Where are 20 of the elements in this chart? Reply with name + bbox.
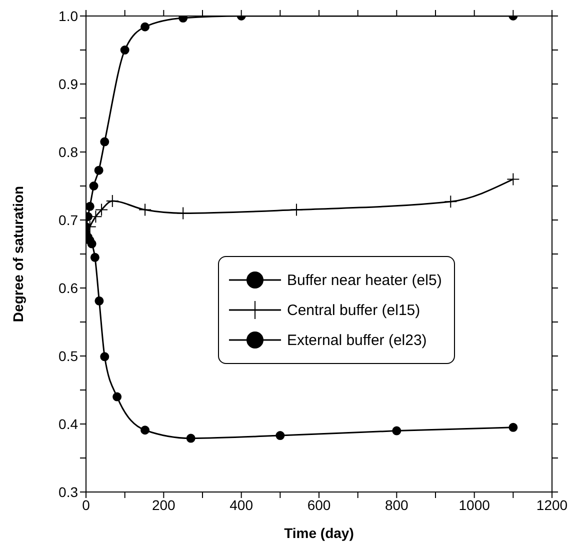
y-tick-label: 1.0 xyxy=(58,8,78,24)
x-tick-label: 800 xyxy=(384,496,409,513)
x-tick-label: 400 xyxy=(230,496,254,513)
y-tick-label: 0.6 xyxy=(58,280,78,296)
y-tick-label: 0.3 xyxy=(58,484,78,500)
x-tick-label: 600 xyxy=(307,496,331,513)
x-tick-label: 200 xyxy=(152,496,176,513)
legend-label: Buffer near heater (el5) xyxy=(287,272,442,288)
y-tick-label: 0.9 xyxy=(58,76,78,92)
x-tick-label: 1000 xyxy=(458,496,490,513)
y-tick-label: 0.4 xyxy=(58,416,78,432)
y-tick-label: 0.8 xyxy=(58,144,78,160)
y-tick-label: 0.7 xyxy=(58,212,78,228)
y-tick-label: 0.5 xyxy=(58,348,78,364)
x-tick-label: 1200 xyxy=(536,496,568,513)
x-axis-title: Time (day) xyxy=(284,525,354,541)
y-axis-title: Degree of saturation xyxy=(10,186,26,322)
legend-label: External buffer (el23) xyxy=(287,332,427,348)
x-tick-label: 0 xyxy=(82,496,90,513)
legend-label: Central buffer (el15) xyxy=(287,302,420,318)
